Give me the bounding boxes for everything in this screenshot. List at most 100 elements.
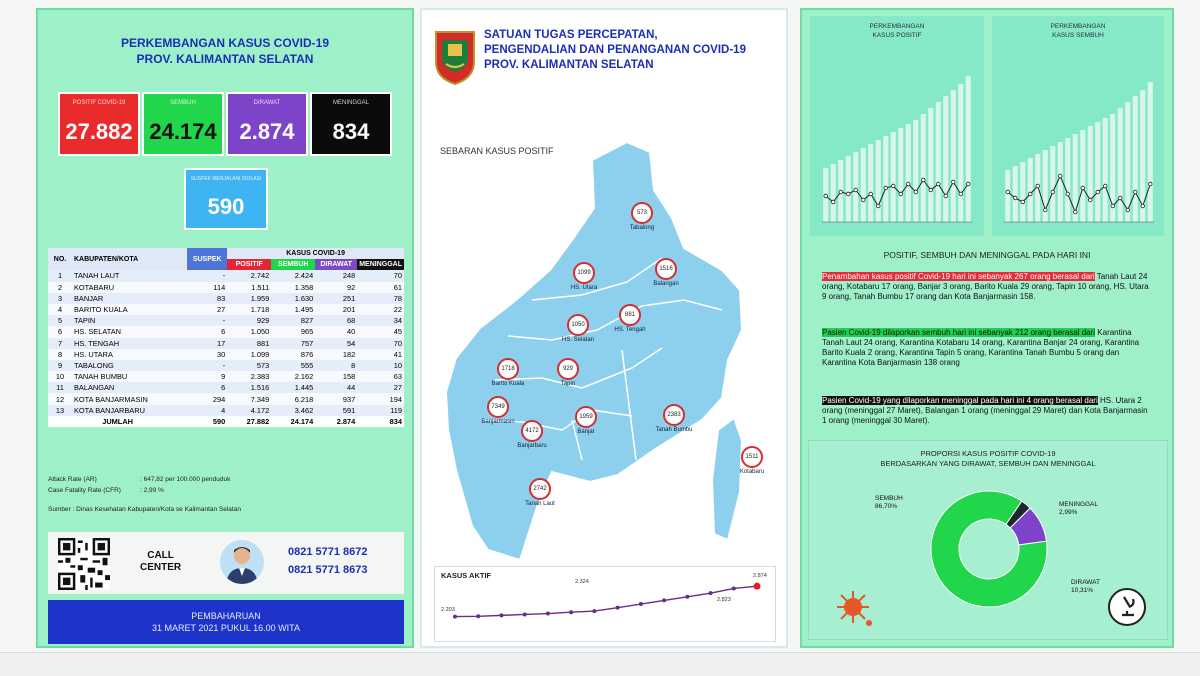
table-row: 10 TANAH BUMBU 9 2.383 2.162 158 63: [48, 371, 404, 383]
map-pin[interactable]: 2383 Tanah Bumbu: [644, 404, 704, 433]
chart-point: [846, 191, 851, 197]
kasus-aktif-title: KASUS AKTIF: [441, 571, 492, 580]
chart-point: [928, 187, 933, 193]
aktif-point: [545, 611, 550, 616]
chart-point: [1028, 191, 1033, 197]
chart-point: [906, 181, 911, 187]
map-pin[interactable]: 929 Tapin: [538, 358, 598, 387]
table-cell: 201: [315, 303, 358, 316]
chart-point: [883, 185, 888, 191]
table-cell: 3.462: [271, 404, 316, 416]
table-total-row: JUMLAH 590 27.882 24.174 2.874 834: [48, 415, 404, 427]
map-pin[interactable]: 7349 Banjarmasin: [468, 396, 528, 425]
map-pin[interactable]: 1099 HS. Utara: [554, 262, 614, 291]
chart-bar: [1140, 90, 1146, 222]
table-cell: 158: [315, 371, 358, 383]
attack-rate-label: Attack Rate (AR): [48, 476, 97, 483]
chart-bar: [1005, 170, 1011, 222]
chart-point: [966, 181, 971, 187]
cfr-value: : 2,99 %: [140, 487, 164, 494]
microscope-icon: [1108, 588, 1146, 626]
cfr: Case Fatality Rate (CFR): 2,99 %: [48, 487, 164, 494]
map-pin[interactable]: 881 HS. Tengah: [600, 304, 660, 333]
map-borders: [481, 257, 723, 461]
stat-value: 834: [332, 119, 370, 144]
map-pin[interactable]: 1050 HS. Selatan: [548, 314, 608, 343]
table-cell: 3: [48, 292, 72, 304]
map-pin[interactable]: 573 Tabalong: [612, 202, 672, 231]
kalsel-map: [444, 140, 744, 560]
chart-point: [1095, 189, 1100, 195]
table-cell: 40: [315, 326, 358, 338]
map-pin[interactable]: 1511 Kotabaru: [722, 446, 782, 475]
table-cell: 41: [357, 348, 404, 360]
table-cell: 8: [315, 359, 358, 372]
proporsi-card: PROPORSI KASUS POSITIF COVID-19 BERDASAR…: [808, 440, 1168, 640]
stat-label: MENINGGAL: [332, 100, 369, 106]
table-cell: 876: [271, 348, 316, 360]
table-cell: 1.959: [227, 292, 272, 304]
table-row: 9 TABALONG -573 555 8 10: [48, 359, 404, 372]
map-pin[interactable]: 1718 Barito Kuala: [478, 358, 538, 387]
chart-point: [1133, 189, 1138, 195]
map-pin[interactable]: 4172 Banjarbaru: [502, 420, 562, 449]
chart-point: [1140, 203, 1145, 209]
chart-bar: [1042, 150, 1048, 222]
pin-name: Banjar: [577, 429, 595, 435]
para-positif-highlight: Penambahan kasus positif Covid-19 hari i…: [822, 272, 1095, 281]
chart-point: [1035, 183, 1040, 189]
table-cell: 1.511: [227, 281, 272, 293]
donut-meninggal-label: MENINGGAL 2,99%: [1059, 501, 1098, 517]
para-positif-text: Tanah Laut 24 orang, Kotabaru 17 orang, …: [822, 272, 1149, 301]
para-sembuh-highlight: Pasien Covid-19 dilaporkan sembuh hari i…: [822, 328, 1096, 337]
table-cell: 248: [315, 270, 358, 282]
pin-name: Tanah Laut: [525, 501, 555, 507]
table-cell: 4: [187, 404, 228, 416]
map-pin[interactable]: 2742 Tanah Laut: [510, 478, 570, 507]
table-row: 6 HS. SELATAN 6 1.050 965 40 45: [48, 326, 404, 338]
pin-value: 2742: [529, 478, 551, 500]
chart-point: [936, 181, 941, 187]
suspek-value: 590: [207, 194, 245, 219]
chart-point: [1043, 207, 1048, 213]
col-sembuh: SEMBUH: [271, 259, 316, 271]
chart-bar: [1102, 118, 1108, 222]
map-pin[interactable]: 1959 Banjar: [556, 406, 616, 435]
table-cell: 2.383: [227, 371, 272, 383]
map-pin[interactable]: 1516 Balangan: [636, 258, 696, 287]
pin-value: 4172: [521, 420, 543, 442]
table-cell: 54: [315, 337, 358, 349]
chart-point: [1103, 183, 1108, 189]
chart-point: [891, 183, 896, 189]
right-panel: PERKEMBANGAN KASUS POSITIF PERKEMBANGAN …: [800, 8, 1174, 648]
stat-label: DIRAWAT: [253, 100, 281, 106]
call-center-line1: CALL: [147, 550, 174, 561]
sumber-note: Sumber : Dinas Kesehatan Kabupaten/Kota …: [48, 506, 241, 513]
phone-2[interactable]: 0821 5771 8673: [288, 564, 368, 576]
table-cell: -: [187, 270, 228, 282]
donut-sembuh-label: SEMBUH 86,70%: [875, 495, 903, 511]
pin-name: Balangan: [653, 281, 679, 287]
table-cell: TANAH BUMBU: [72, 371, 188, 383]
table-cell: 251: [315, 292, 358, 304]
table-cell: 6: [187, 326, 228, 338]
chart-bar: [1095, 122, 1101, 222]
attack-rate: Attack Rate (AR): 647,82 per 100.000 pen…: [48, 476, 230, 483]
chart-point: [913, 189, 918, 195]
table-cell: 881: [227, 337, 272, 349]
stat-card-1: SEMBUH 24.174: [142, 92, 224, 156]
phone-1[interactable]: 0821 5771 8672: [288, 546, 368, 558]
total-meninggal: 834: [357, 415, 404, 427]
table-cell: 757: [271, 337, 316, 349]
table-cell: 45: [357, 326, 404, 338]
table-cell: 119: [357, 404, 404, 416]
chart-bar: [1020, 162, 1026, 222]
stat-card-3: MENINGGAL 834: [310, 92, 392, 156]
chart-point: [1013, 195, 1018, 201]
chart-sembuh-title-line2: KASUS SEMBUH: [1052, 32, 1104, 39]
kabupaten-table: NO. KABUPATEN/KOTA SUSPEK KASUS COVID-19…: [48, 248, 404, 427]
chart-bar: [1065, 138, 1071, 222]
table-cell: TABALONG: [72, 359, 188, 372]
para-sembuh-text: Karantina Tanah Laut 24 orang, Karantina…: [822, 328, 1140, 367]
middle-title: SATUAN TUGAS PERCEPATAN, PENGENDALIAN DA…: [484, 28, 746, 73]
